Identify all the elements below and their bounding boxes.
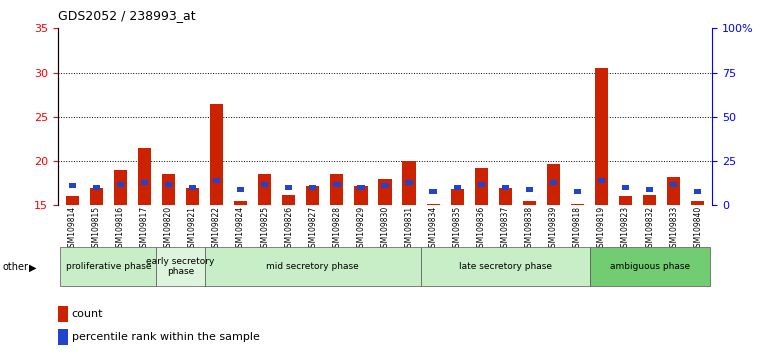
- Bar: [571, 204, 584, 205]
- Bar: [691, 201, 705, 205]
- Bar: [58, 329, 68, 345]
- Bar: [65, 196, 79, 205]
- Bar: [474, 168, 488, 205]
- Bar: [60, 247, 156, 286]
- Bar: [282, 195, 296, 205]
- Bar: [114, 170, 127, 205]
- Text: GSM109837: GSM109837: [500, 206, 510, 252]
- Text: GSM109833: GSM109833: [669, 206, 678, 252]
- Bar: [378, 179, 392, 205]
- Bar: [430, 189, 437, 194]
- Bar: [695, 189, 701, 194]
- Text: GSM109830: GSM109830: [380, 206, 390, 252]
- Bar: [58, 306, 68, 321]
- Text: late secretory phase: late secretory phase: [459, 262, 552, 271]
- Text: GSM109834: GSM109834: [429, 206, 437, 252]
- Bar: [210, 103, 223, 205]
- Text: GSM109819: GSM109819: [597, 206, 606, 252]
- Bar: [69, 183, 75, 188]
- Bar: [406, 180, 413, 185]
- Text: GSM109838: GSM109838: [525, 206, 534, 252]
- Text: ambiguous phase: ambiguous phase: [610, 262, 690, 271]
- Bar: [89, 188, 103, 205]
- Text: GSM109824: GSM109824: [236, 206, 245, 252]
- Bar: [421, 247, 590, 286]
- Text: GSM109829: GSM109829: [357, 206, 366, 252]
- Bar: [590, 247, 710, 286]
- Bar: [186, 188, 199, 205]
- Bar: [526, 187, 533, 192]
- Bar: [450, 189, 464, 205]
- Text: count: count: [72, 309, 103, 319]
- Bar: [213, 178, 220, 183]
- Bar: [643, 195, 656, 205]
- Bar: [92, 185, 100, 190]
- Text: GSM109840: GSM109840: [693, 206, 702, 252]
- Bar: [523, 201, 536, 205]
- Bar: [261, 182, 268, 187]
- Bar: [619, 196, 632, 205]
- Bar: [117, 182, 124, 187]
- Bar: [162, 174, 175, 205]
- Text: percentile rank within the sample: percentile rank within the sample: [72, 332, 259, 342]
- Text: GSM109822: GSM109822: [212, 206, 221, 252]
- Text: GSM109826: GSM109826: [284, 206, 293, 252]
- Text: GSM109815: GSM109815: [92, 206, 101, 252]
- Text: GSM109823: GSM109823: [621, 206, 630, 252]
- Bar: [330, 174, 343, 205]
- Text: GDS2052 / 238993_at: GDS2052 / 238993_at: [58, 9, 196, 22]
- Bar: [427, 204, 440, 205]
- Bar: [622, 185, 629, 190]
- Bar: [403, 161, 416, 205]
- Bar: [381, 183, 389, 188]
- Bar: [667, 177, 681, 205]
- Text: GSM109836: GSM109836: [477, 206, 486, 252]
- Bar: [547, 164, 560, 205]
- Bar: [598, 178, 605, 183]
- Text: GSM109821: GSM109821: [188, 206, 197, 252]
- Text: GSM109831: GSM109831: [404, 206, 413, 252]
- Text: GSM109825: GSM109825: [260, 206, 269, 252]
- Bar: [357, 185, 364, 190]
- Text: GSM109832: GSM109832: [645, 206, 654, 252]
- Bar: [234, 201, 247, 205]
- Bar: [454, 185, 460, 190]
- Text: other: other: [2, 262, 28, 272]
- Bar: [205, 247, 421, 286]
- Bar: [595, 68, 608, 205]
- Text: ▶: ▶: [29, 262, 37, 272]
- Bar: [550, 180, 557, 185]
- Text: GSM109816: GSM109816: [116, 206, 125, 252]
- Text: GSM109828: GSM109828: [333, 206, 341, 252]
- Bar: [333, 182, 340, 187]
- Bar: [138, 148, 151, 205]
- Text: early secretory
phase: early secretory phase: [146, 257, 215, 276]
- Text: GSM109817: GSM109817: [140, 206, 149, 252]
- Bar: [237, 187, 244, 192]
- Text: GSM109835: GSM109835: [453, 206, 462, 252]
- Bar: [477, 182, 485, 187]
- Bar: [574, 189, 581, 194]
- Text: GSM109839: GSM109839: [549, 206, 558, 252]
- Text: mid secretory phase: mid secretory phase: [266, 262, 359, 271]
- Text: GSM109818: GSM109818: [573, 206, 582, 252]
- Bar: [189, 185, 196, 190]
- Bar: [258, 174, 271, 205]
- Bar: [285, 185, 293, 190]
- Bar: [310, 185, 316, 190]
- Bar: [502, 185, 509, 190]
- Bar: [354, 186, 367, 205]
- Bar: [165, 182, 172, 187]
- Text: GSM109827: GSM109827: [308, 206, 317, 252]
- Bar: [141, 180, 148, 185]
- Text: proliferative phase: proliferative phase: [65, 262, 151, 271]
- Bar: [646, 187, 653, 192]
- Text: GSM109814: GSM109814: [68, 206, 77, 252]
- Bar: [670, 182, 678, 187]
- Bar: [306, 186, 320, 205]
- Bar: [499, 188, 512, 205]
- Bar: [156, 247, 205, 286]
- Text: GSM109820: GSM109820: [164, 206, 173, 252]
